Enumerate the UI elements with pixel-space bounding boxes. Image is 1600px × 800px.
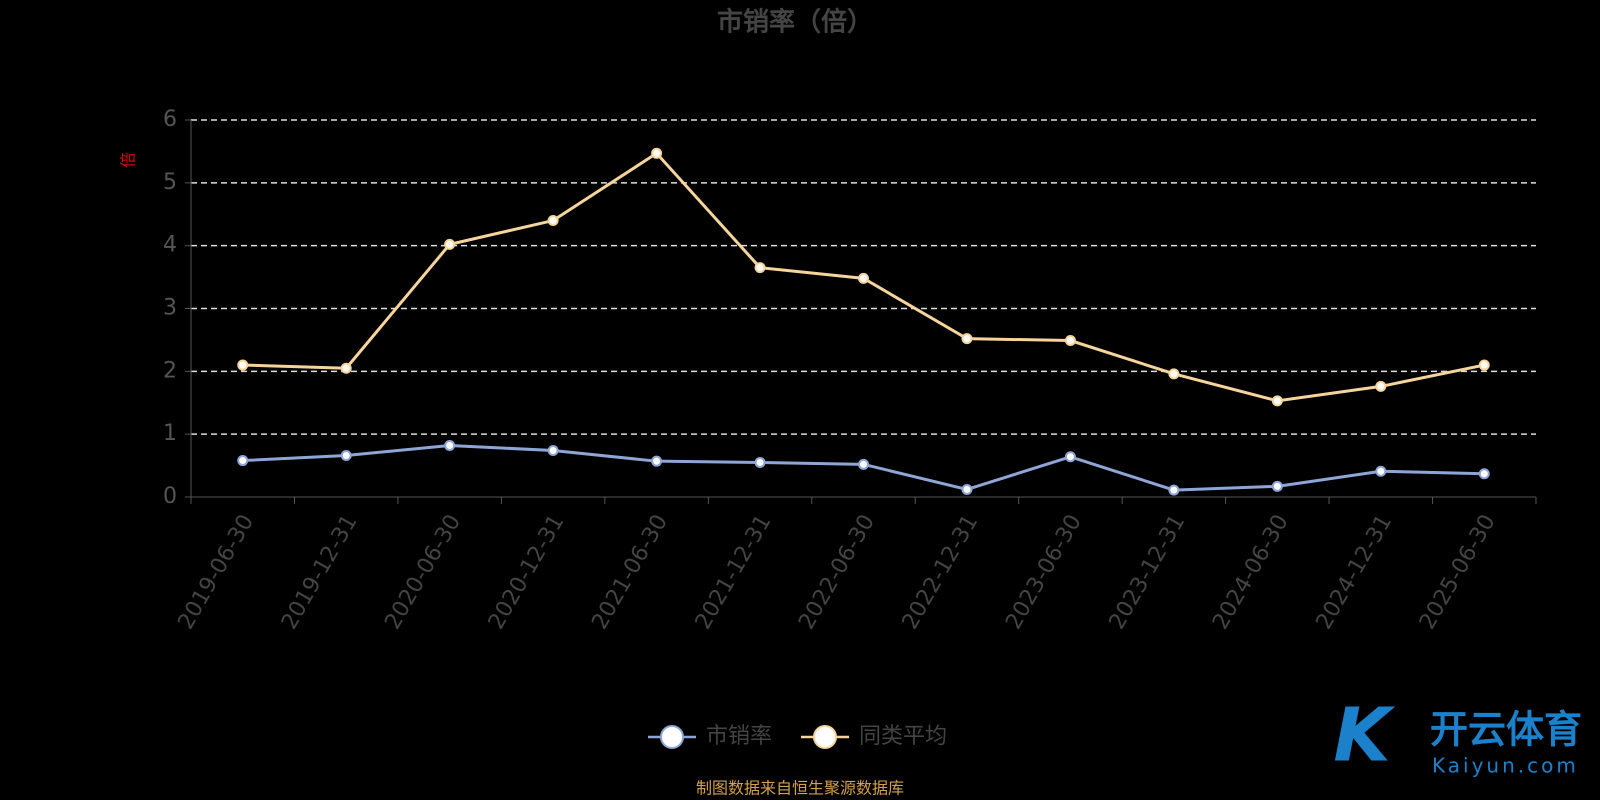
data-point [340, 362, 352, 374]
y-tick-label: 4 [163, 233, 177, 258]
chart-title: 市销率（倍） [717, 7, 873, 38]
y-tick-label: 0 [163, 484, 177, 509]
data-point [754, 456, 766, 468]
legend-label: 市销率 [706, 724, 772, 749]
watermark-logo: K [1333, 693, 1395, 779]
watermark-site: Kaiyun.com [1432, 754, 1579, 778]
y-tick-label: 2 [163, 358, 177, 383]
data-point [1478, 359, 1490, 371]
data-point [858, 458, 869, 470]
data-point [340, 450, 352, 462]
x-tick-label: 2023-06-30 [1001, 511, 1087, 634]
data-point [547, 215, 559, 227]
watermark: K 开云体育 Kaiyun.com [1333, 693, 1582, 779]
x-tick-label: 2019-06-30 [174, 511, 260, 634]
data-point [1271, 395, 1283, 407]
x-tick-label: 2022-06-30 [794, 511, 880, 634]
x-tick-label: 2022-12-31 [898, 511, 984, 634]
x-tick-label: 2023-12-31 [1105, 511, 1191, 634]
data-point [1064, 335, 1076, 347]
data-point [1271, 480, 1283, 492]
x-tick-label: 2024-12-31 [1312, 511, 1398, 634]
x-tick-label: 2025-06-30 [1415, 511, 1501, 634]
y-unit: 倍 [119, 152, 138, 168]
y-tick-label: 1 [163, 421, 177, 446]
legend-symbol [813, 725, 837, 749]
data-point [237, 455, 249, 467]
x-tick-label: 2021-06-30 [587, 511, 673, 634]
legend-label: 同类平均 [859, 724, 947, 749]
data-point [1478, 468, 1490, 480]
watermark-brand: 开云体育 [1430, 708, 1582, 752]
data-point [547, 445, 559, 457]
data-point [1168, 484, 1180, 496]
series [237, 439, 1490, 496]
x-tick-label: 2020-06-30 [380, 511, 466, 634]
data-point [858, 272, 869, 284]
y-tick-label: 6 [163, 107, 177, 132]
legend-item: 市销率 [648, 724, 772, 749]
y-tick-label: 5 [163, 170, 177, 195]
data-point [444, 238, 456, 250]
data-point [237, 359, 249, 371]
data-point [1375, 380, 1387, 392]
data-point [1168, 368, 1180, 380]
x-tick-label: 2020-12-31 [484, 511, 570, 634]
data-point [444, 439, 456, 451]
data-point [651, 455, 663, 467]
series [237, 147, 1490, 407]
data-point [754, 262, 766, 274]
x-tick-label: 2021-12-31 [691, 511, 777, 634]
data-point [1064, 451, 1076, 463]
data-point [961, 333, 973, 345]
x-tick-label: 2024-06-30 [1208, 511, 1294, 634]
data-point [651, 147, 663, 159]
source-note: 制图数据来自恒生聚源数据库 [696, 779, 904, 798]
legend-item: 同类平均 [801, 724, 947, 749]
x-tick-label: 2019-12-31 [277, 511, 363, 634]
legend-symbol [660, 725, 684, 749]
data-point [961, 483, 973, 495]
data-point [1375, 465, 1387, 477]
y-tick-label: 3 [163, 296, 177, 321]
